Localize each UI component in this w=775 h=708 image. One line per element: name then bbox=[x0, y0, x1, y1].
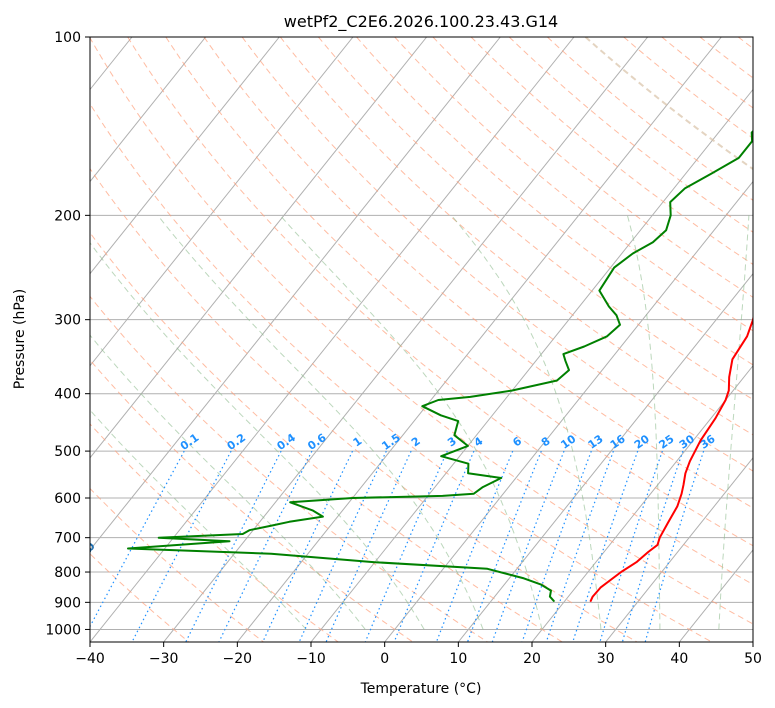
isotherm-line bbox=[90, 37, 207, 183]
dry-adiabat-line bbox=[356, 37, 753, 366]
isotherm-line bbox=[163, 37, 649, 642]
isotherm-line bbox=[90, 37, 501, 551]
moist-adiabat-line bbox=[451, 214, 602, 630]
dry-adiabat-line bbox=[203, 37, 753, 509]
mixing-ratio-line bbox=[435, 450, 514, 642]
y-tick-label: 700 bbox=[54, 531, 81, 547]
chart-title: wetPf2_C2E6.2026.100.23.43.G14 bbox=[284, 12, 558, 32]
dry-adiabat-label: 40 bbox=[74, 544, 94, 564]
x-tick-label: 20 bbox=[523, 651, 541, 667]
moist-adiabat-line bbox=[718, 215, 750, 630]
x-tick-label: 10 bbox=[449, 651, 467, 667]
moist-adiabat-line bbox=[626, 215, 661, 630]
x-tick-label: −30 bbox=[149, 651, 179, 667]
isotherm-line bbox=[236, 37, 722, 642]
sounding-traces bbox=[127, 129, 753, 602]
moist-adiabat-line bbox=[90, 409, 307, 630]
y-tick-label: 500 bbox=[54, 444, 81, 460]
moist-adiabat-line bbox=[157, 214, 484, 630]
mixing-ratio-line bbox=[621, 450, 684, 642]
y-tick-label: 800 bbox=[54, 565, 81, 581]
y-tick-label: 300 bbox=[54, 313, 81, 329]
dry-adiabat-line bbox=[508, 37, 753, 233]
temperature-trace bbox=[589, 314, 753, 602]
x-axis-label: Temperature (°C) bbox=[360, 681, 482, 697]
mixing-ratio-line bbox=[262, 450, 354, 642]
x-tick-label: 30 bbox=[597, 651, 615, 667]
y-tick-label: 1000 bbox=[45, 622, 81, 638]
isotherm-gridlines bbox=[90, 37, 753, 642]
dry-adiabat-line bbox=[584, 37, 753, 171]
moist-adiabats bbox=[90, 214, 750, 630]
dry-adiabat-line bbox=[90, 167, 638, 642]
y-tick-label: 100 bbox=[54, 30, 81, 46]
isotherm-line bbox=[531, 364, 753, 642]
isotherm-line bbox=[90, 37, 354, 367]
plot-frame bbox=[89, 36, 754, 643]
y-tick-label: 600 bbox=[54, 491, 81, 507]
isotherm-line bbox=[384, 180, 753, 642]
y-axis-label: Pressure (hPa) bbox=[12, 289, 28, 389]
dry-adiabat-line bbox=[90, 231, 563, 642]
dry-adiabat-label: 10 bbox=[74, 544, 94, 564]
dry-adiabat-line bbox=[127, 37, 753, 585]
dewpoint-trace bbox=[127, 129, 753, 602]
dry-adiabat-label: 20 bbox=[74, 544, 94, 564]
x-tick-label: −20 bbox=[223, 651, 253, 667]
dry-adiabat-line bbox=[90, 487, 264, 642]
isotherm-line bbox=[90, 37, 575, 642]
y-tick-label: 200 bbox=[54, 208, 81, 224]
moist-adiabat-line bbox=[90, 241, 425, 630]
dry-adiabat-line bbox=[394, 37, 753, 332]
x-tick-label: −40 bbox=[75, 651, 105, 667]
dry-adiabat-line bbox=[241, 37, 753, 472]
mixing-ratio-line bbox=[364, 450, 448, 642]
mixing-ratio-line bbox=[393, 450, 475, 642]
mixing-ratio-line bbox=[325, 450, 412, 642]
isotherm-line bbox=[90, 37, 280, 275]
dry-adiabat-line bbox=[165, 37, 753, 547]
dry-adiabat-line bbox=[90, 102, 712, 642]
isotherm-line bbox=[457, 272, 753, 642]
dry-adiabat-line bbox=[279, 37, 753, 436]
y-axis-ticks: 1000 900 800 700 600 500 400 300 200 100 bbox=[45, 30, 90, 638]
x-tick-label: 40 bbox=[670, 651, 688, 667]
x-tick-label: 0 bbox=[380, 651, 389, 667]
mixing-ratio-lines bbox=[90, 450, 705, 642]
y-tick-label: 400 bbox=[54, 387, 81, 403]
dry-adiabat-line bbox=[90, 37, 753, 625]
mixing-ratio-line bbox=[599, 450, 663, 642]
x-tick-label: −10 bbox=[296, 651, 326, 667]
isobar-gridlines bbox=[90, 37, 753, 630]
isotherm-line bbox=[90, 37, 428, 459]
mixing-ratio-line bbox=[644, 450, 705, 642]
isotherm-line bbox=[605, 457, 753, 642]
x-tick-label: 50 bbox=[744, 651, 762, 667]
y-tick-label: 900 bbox=[54, 595, 81, 611]
x-axis-ticks: −40 −30 −20 −10 0 10 20 30 40 50 bbox=[75, 642, 762, 667]
dry-adiabat-label: 30 bbox=[74, 544, 94, 564]
mixing-ratio-line bbox=[90, 450, 185, 628]
